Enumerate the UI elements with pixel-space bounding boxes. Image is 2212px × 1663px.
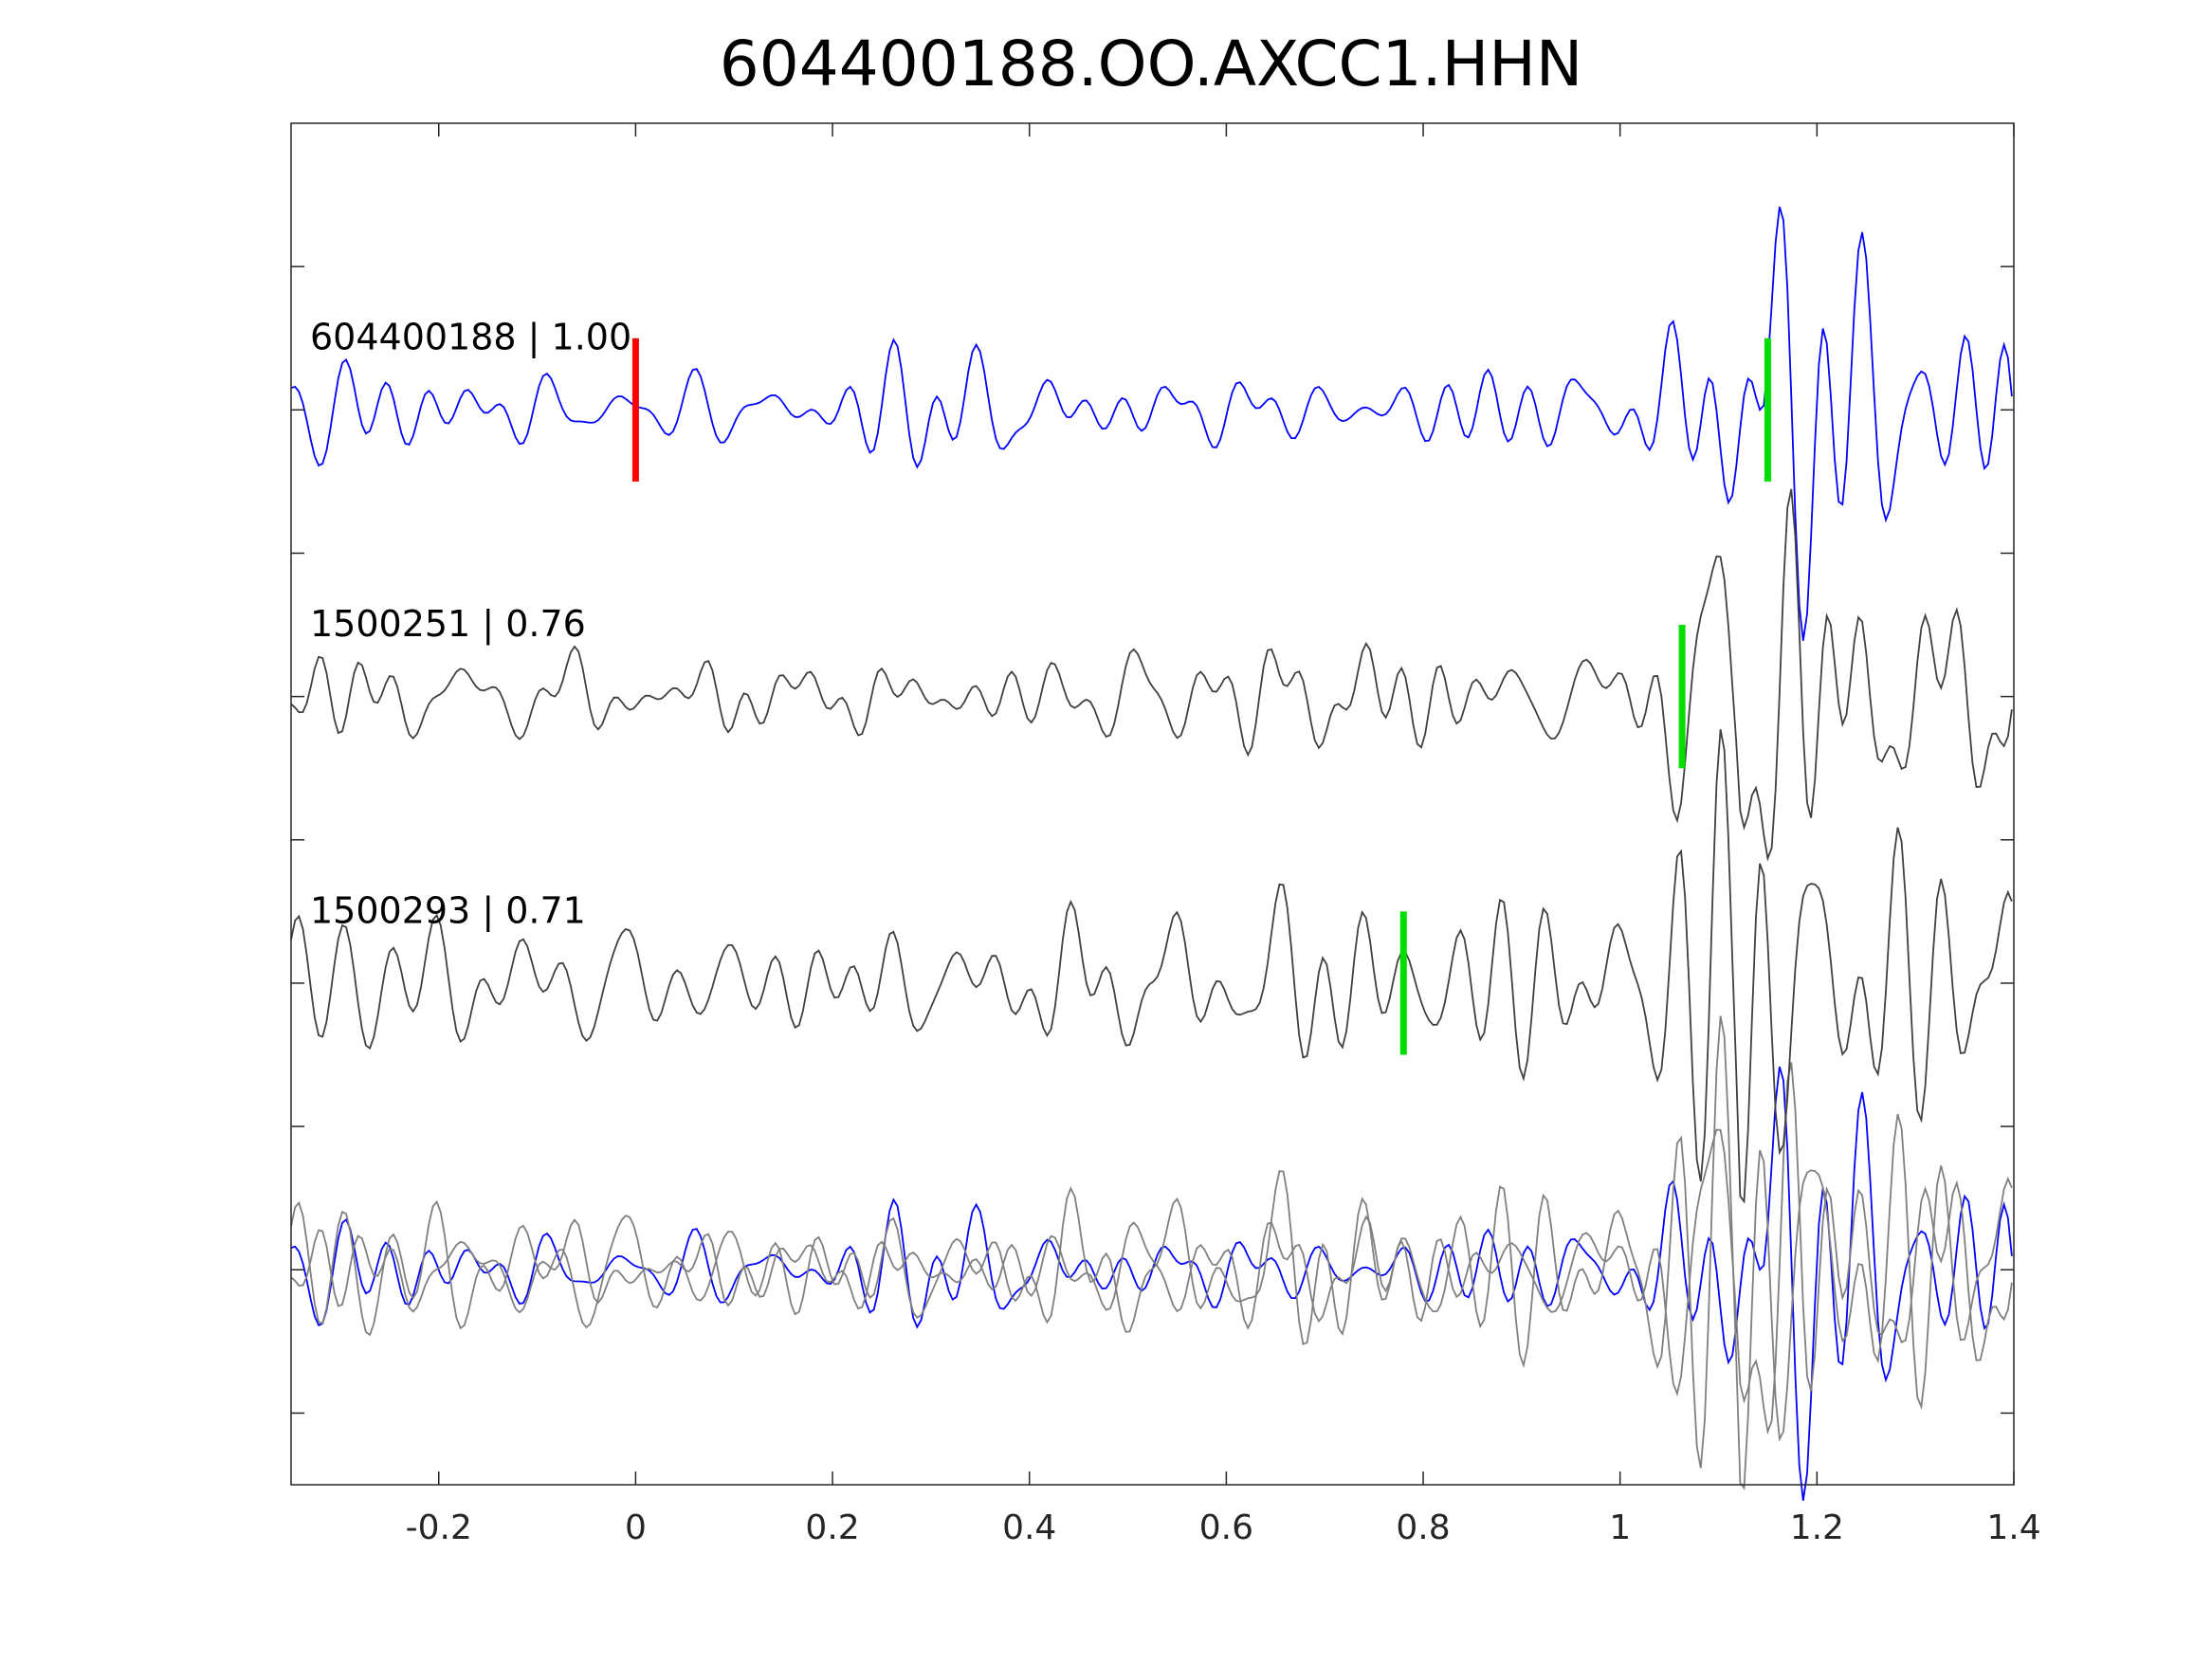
trace-label: 604400188 | 1.00 (310, 317, 631, 359)
plot-frame (290, 122, 2015, 1486)
trace-label: 1500293 | 0.71 (310, 889, 586, 932)
trace-label: 1500251 | 0.76 (310, 603, 586, 646)
trace-1 (290, 206, 2013, 641)
x-tick-label: 0.4 (1002, 1508, 1056, 1547)
picks (631, 338, 1771, 1055)
trace-2 (290, 488, 2013, 862)
overlay-trace-3 (290, 1015, 2013, 1491)
trace-labels: 604400188 | 1.00 1500251 | 0.76 1500293 | … (310, 317, 631, 933)
axes: -0.2 0 0.2 0.4 0.6 0.8 1 1.2 1.4 (291, 123, 2041, 1547)
x-tick-label: 1 (1609, 1508, 1631, 1547)
x-tick-label: -0.2 (406, 1508, 472, 1547)
traces (290, 206, 2013, 1501)
x-tick-label: 0 (625, 1508, 647, 1547)
x-tick-label: 0.6 (1199, 1508, 1253, 1547)
x-tick-label: 1.4 (1986, 1508, 2040, 1547)
x-tick-label: 0.2 (805, 1508, 859, 1547)
overlay-trace-1 (290, 1066, 2013, 1501)
overlay-trace-2 (290, 1062, 2013, 1435)
chart-title: 604400188.OO.AXCC1.HHN (720, 27, 1582, 101)
x-tick-label: 0.8 (1396, 1508, 1450, 1547)
x-tick-label: 1.2 (1790, 1508, 1844, 1547)
trace-3 (290, 729, 2013, 1204)
